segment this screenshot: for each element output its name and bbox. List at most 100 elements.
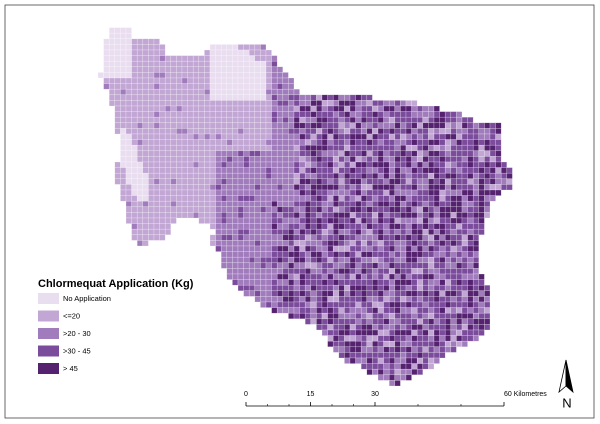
- grid-cell: [288, 116, 295, 124]
- grid-cell: [433, 139, 440, 146]
- grid-cell: [416, 128, 424, 135]
- grid-cell: [456, 172, 463, 180]
- grid-cell: [276, 273, 284, 280]
- grid-cell: [220, 72, 228, 79]
- grid-cell: [148, 122, 155, 129]
- grid-cell: [388, 357, 396, 364]
- grid-cell: [422, 240, 429, 247]
- grid-cell: [411, 256, 418, 264]
- grid-cell: [192, 144, 200, 152]
- grid-cell: [271, 128, 278, 135]
- grid-cell: [484, 178, 491, 185]
- grid-cell: [394, 329, 401, 336]
- grid-cell: [276, 116, 284, 124]
- grid-cell: [467, 133, 474, 140]
- grid-cell: [344, 144, 351, 152]
- grid-cell: [215, 49, 222, 56]
- grid-cell: [332, 144, 340, 152]
- grid-cell: [450, 206, 457, 213]
- grid-cell: [433, 223, 440, 230]
- grid-cell: [478, 223, 485, 230]
- grid-cell: [271, 161, 278, 168]
- grid-cell: [394, 307, 401, 314]
- grid-cell: [355, 234, 362, 241]
- grid-cell: [461, 234, 468, 241]
- grid-cell: [254, 178, 261, 185]
- grid-cell: [271, 268, 278, 275]
- grid-cell: [232, 178, 239, 185]
- grid-cell: [282, 83, 289, 90]
- grid-cell: [159, 44, 166, 51]
- grid-cell: [310, 228, 317, 236]
- grid-cell: [248, 128, 256, 135]
- grid-cell: [142, 212, 149, 219]
- grid-cell: [383, 273, 390, 280]
- grid-cell: [366, 133, 373, 140]
- grid-cell: [209, 172, 216, 180]
- grid-cell: [271, 195, 278, 202]
- grid-cell: [428, 352, 435, 359]
- grid-cell: [282, 161, 289, 168]
- grid-cell: [260, 172, 267, 180]
- grid-cell: [148, 223, 155, 230]
- grid-cell: [405, 150, 412, 157]
- grid-cell: [198, 150, 205, 157]
- grid-cell: [237, 144, 244, 152]
- grid-cell: [472, 178, 480, 185]
- grid-cell: [332, 284, 340, 292]
- grid-cell: [288, 273, 295, 280]
- grid-cell: [288, 217, 295, 224]
- grid-cell: [444, 133, 452, 140]
- grid-cell: [400, 172, 407, 180]
- grid-cell: [355, 324, 362, 331]
- grid-cell: [237, 172, 244, 180]
- grid-cell: [237, 189, 244, 196]
- grid-cell: [220, 167, 228, 174]
- grid-cell: [148, 195, 155, 202]
- grid-cell: [170, 60, 177, 68]
- grid-cell: [248, 240, 256, 247]
- grid-cell: [377, 307, 384, 314]
- grid-cell: [131, 44, 138, 51]
- grid-cell: [450, 111, 457, 118]
- grid-cell: [192, 83, 200, 90]
- grid-cell: [338, 167, 345, 174]
- grid-cell: [181, 128, 188, 135]
- grid-cell: [204, 66, 211, 73]
- grid-cell: [293, 128, 300, 135]
- grid-cell: [377, 178, 384, 185]
- grid-cell: [187, 195, 194, 202]
- grid-cell: [198, 72, 205, 79]
- grid-cell: [416, 105, 424, 112]
- grid-cell: [450, 116, 457, 124]
- grid-cell: [187, 111, 194, 118]
- grid-cell: [198, 217, 205, 224]
- grid-cell: [355, 156, 362, 163]
- grid-cell: [153, 94, 160, 101]
- grid-cell: [411, 156, 418, 163]
- grid-cell: [377, 357, 384, 364]
- grid-cell: [506, 184, 513, 191]
- grid-cell: [136, 116, 144, 124]
- north-arrow-left: [558, 359, 567, 394]
- grid-cell: [248, 273, 256, 280]
- grid-cell: [248, 184, 256, 191]
- grid-cell: [400, 144, 407, 152]
- grid-cell: [220, 161, 228, 168]
- grid-cell: [159, 189, 166, 196]
- grid-cell: [120, 122, 127, 129]
- grid-cell: [349, 307, 356, 314]
- grid-cell: [176, 77, 183, 84]
- grid-cell: [254, 44, 261, 51]
- grid-cell: [484, 324, 491, 331]
- grid-cell: [327, 284, 334, 292]
- grid-cell: [276, 72, 284, 79]
- grid-cell: [181, 77, 188, 84]
- grid-cell: [411, 217, 418, 224]
- grid-cell: [461, 296, 468, 303]
- grid-cell: [428, 318, 435, 325]
- grid-cell: [260, 195, 267, 202]
- grid-cell: [422, 324, 429, 331]
- grid-cell: [377, 273, 384, 280]
- legend-title: Chlormequat Application (Kg): [38, 278, 194, 290]
